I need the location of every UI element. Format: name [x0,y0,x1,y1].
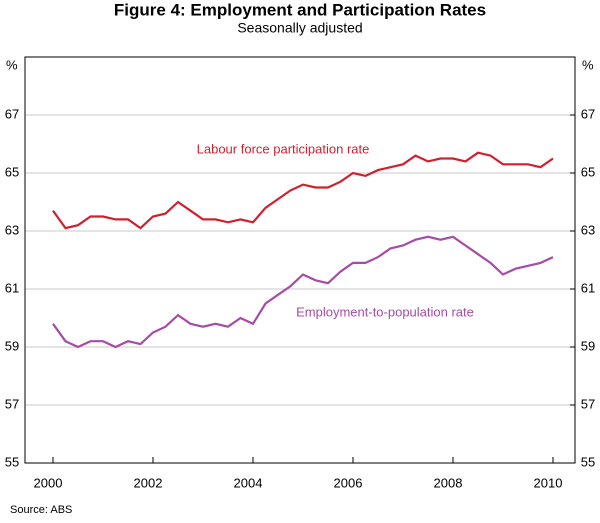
y-tick-label: 63 [5,222,19,237]
chart-title: Figure 4: Employment and Participation R… [114,0,486,19]
y2-tick-label: 67 [581,106,595,121]
y2-tick-label: 57 [581,396,595,411]
plot-frame [24,56,576,464]
source: Source: ABS [10,504,72,516]
y2-tick-label: 59 [581,338,595,353]
x-tick-label: 2002 [134,475,163,490]
x-tick-label: 2010 [534,475,563,490]
y-tick-label: 55 [5,454,19,469]
series-label: Employment-to-population rate [296,304,474,319]
y2-unit: % [582,57,594,72]
series-label: Labour force participation rate [197,141,370,156]
y-tick-label: 57 [5,396,19,411]
x-tick-label: 2004 [234,475,263,490]
y2-tick-label: 65 [581,164,595,179]
x-tick-label: 2000 [34,475,63,490]
y-tick-label: 67 [5,106,19,121]
y2-tick-label: 55 [581,454,595,469]
y2-tick-label: 61 [581,280,595,295]
x-tick-label: 2006 [334,475,363,490]
y-tick-label: 61 [5,280,19,295]
y-unit: % [6,57,18,72]
x-tick-label: 2008 [434,475,463,490]
y-tick-label: 65 [5,164,19,179]
chart-subtitle: Seasonally adjusted [237,20,362,36]
y2-tick-label: 63 [581,222,595,237]
series-line [52,151,554,230]
y-tick-label: 59 [5,338,19,353]
series-line [52,235,554,349]
